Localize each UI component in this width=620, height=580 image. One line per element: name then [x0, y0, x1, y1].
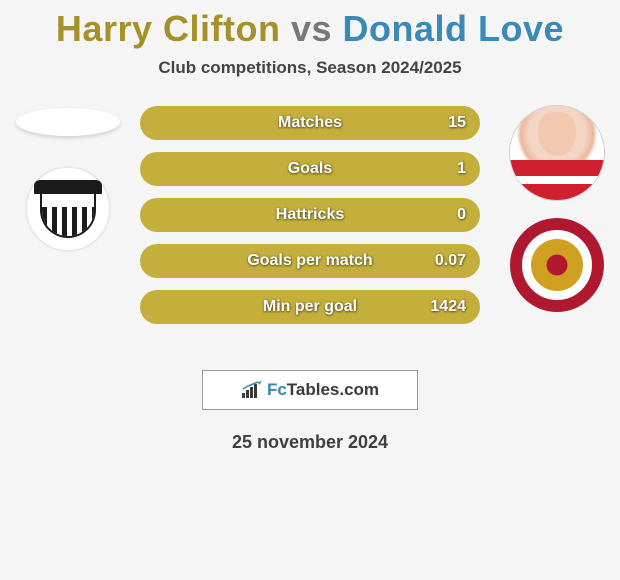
logo-tables: Tables.com — [287, 380, 379, 399]
player2-avatar — [510, 106, 604, 200]
stat-row: Hattricks 0 — [140, 198, 480, 232]
stat-value: 1424 — [430, 298, 466, 316]
comparison-title: Harry Clifton vs Donald Love — [0, 0, 620, 50]
player1-name: Harry Clifton — [56, 8, 281, 49]
logo-fc: Fc — [267, 380, 287, 399]
fctables-logo: FcTables.com — [202, 370, 418, 410]
vs-separator: vs — [291, 8, 332, 49]
stat-label: Matches — [278, 114, 342, 132]
stat-label: Min per goal — [263, 298, 357, 316]
player2-name: Donald Love — [343, 8, 565, 49]
stat-label: Goals per match — [247, 252, 372, 270]
stat-value: 0 — [457, 206, 466, 224]
stat-row: Matches 15 — [140, 106, 480, 140]
stat-value: 1 — [457, 160, 466, 178]
subtitle: Club competitions, Season 2024/2025 — [0, 58, 620, 78]
stat-row: Goals 1 — [140, 152, 480, 186]
stat-row: Goals per match 0.07 — [140, 244, 480, 278]
player1-club-badge — [27, 168, 109, 250]
stat-value: 15 — [448, 114, 466, 132]
player1-avatar-placeholder — [16, 108, 120, 136]
player2-column — [502, 106, 612, 312]
fctables-logo-text: FcTables.com — [267, 380, 379, 400]
stats-list: Matches 15 Goals 1 Hattricks 0 Goals per match… — [140, 106, 480, 336]
snapshot-date: 25 november 2024 — [0, 432, 620, 453]
stat-label: Hattricks — [276, 206, 344, 224]
stat-label: Goals — [288, 160, 332, 178]
player2-club-badge — [510, 218, 604, 312]
player1-column — [8, 106, 128, 250]
stat-value: 0.07 — [435, 252, 466, 270]
stat-row: Min per goal 1424 — [140, 290, 480, 324]
chart-icon — [241, 381, 263, 399]
content-area: Matches 15 Goals 1 Hattricks 0 Goals per match… — [0, 106, 620, 356]
